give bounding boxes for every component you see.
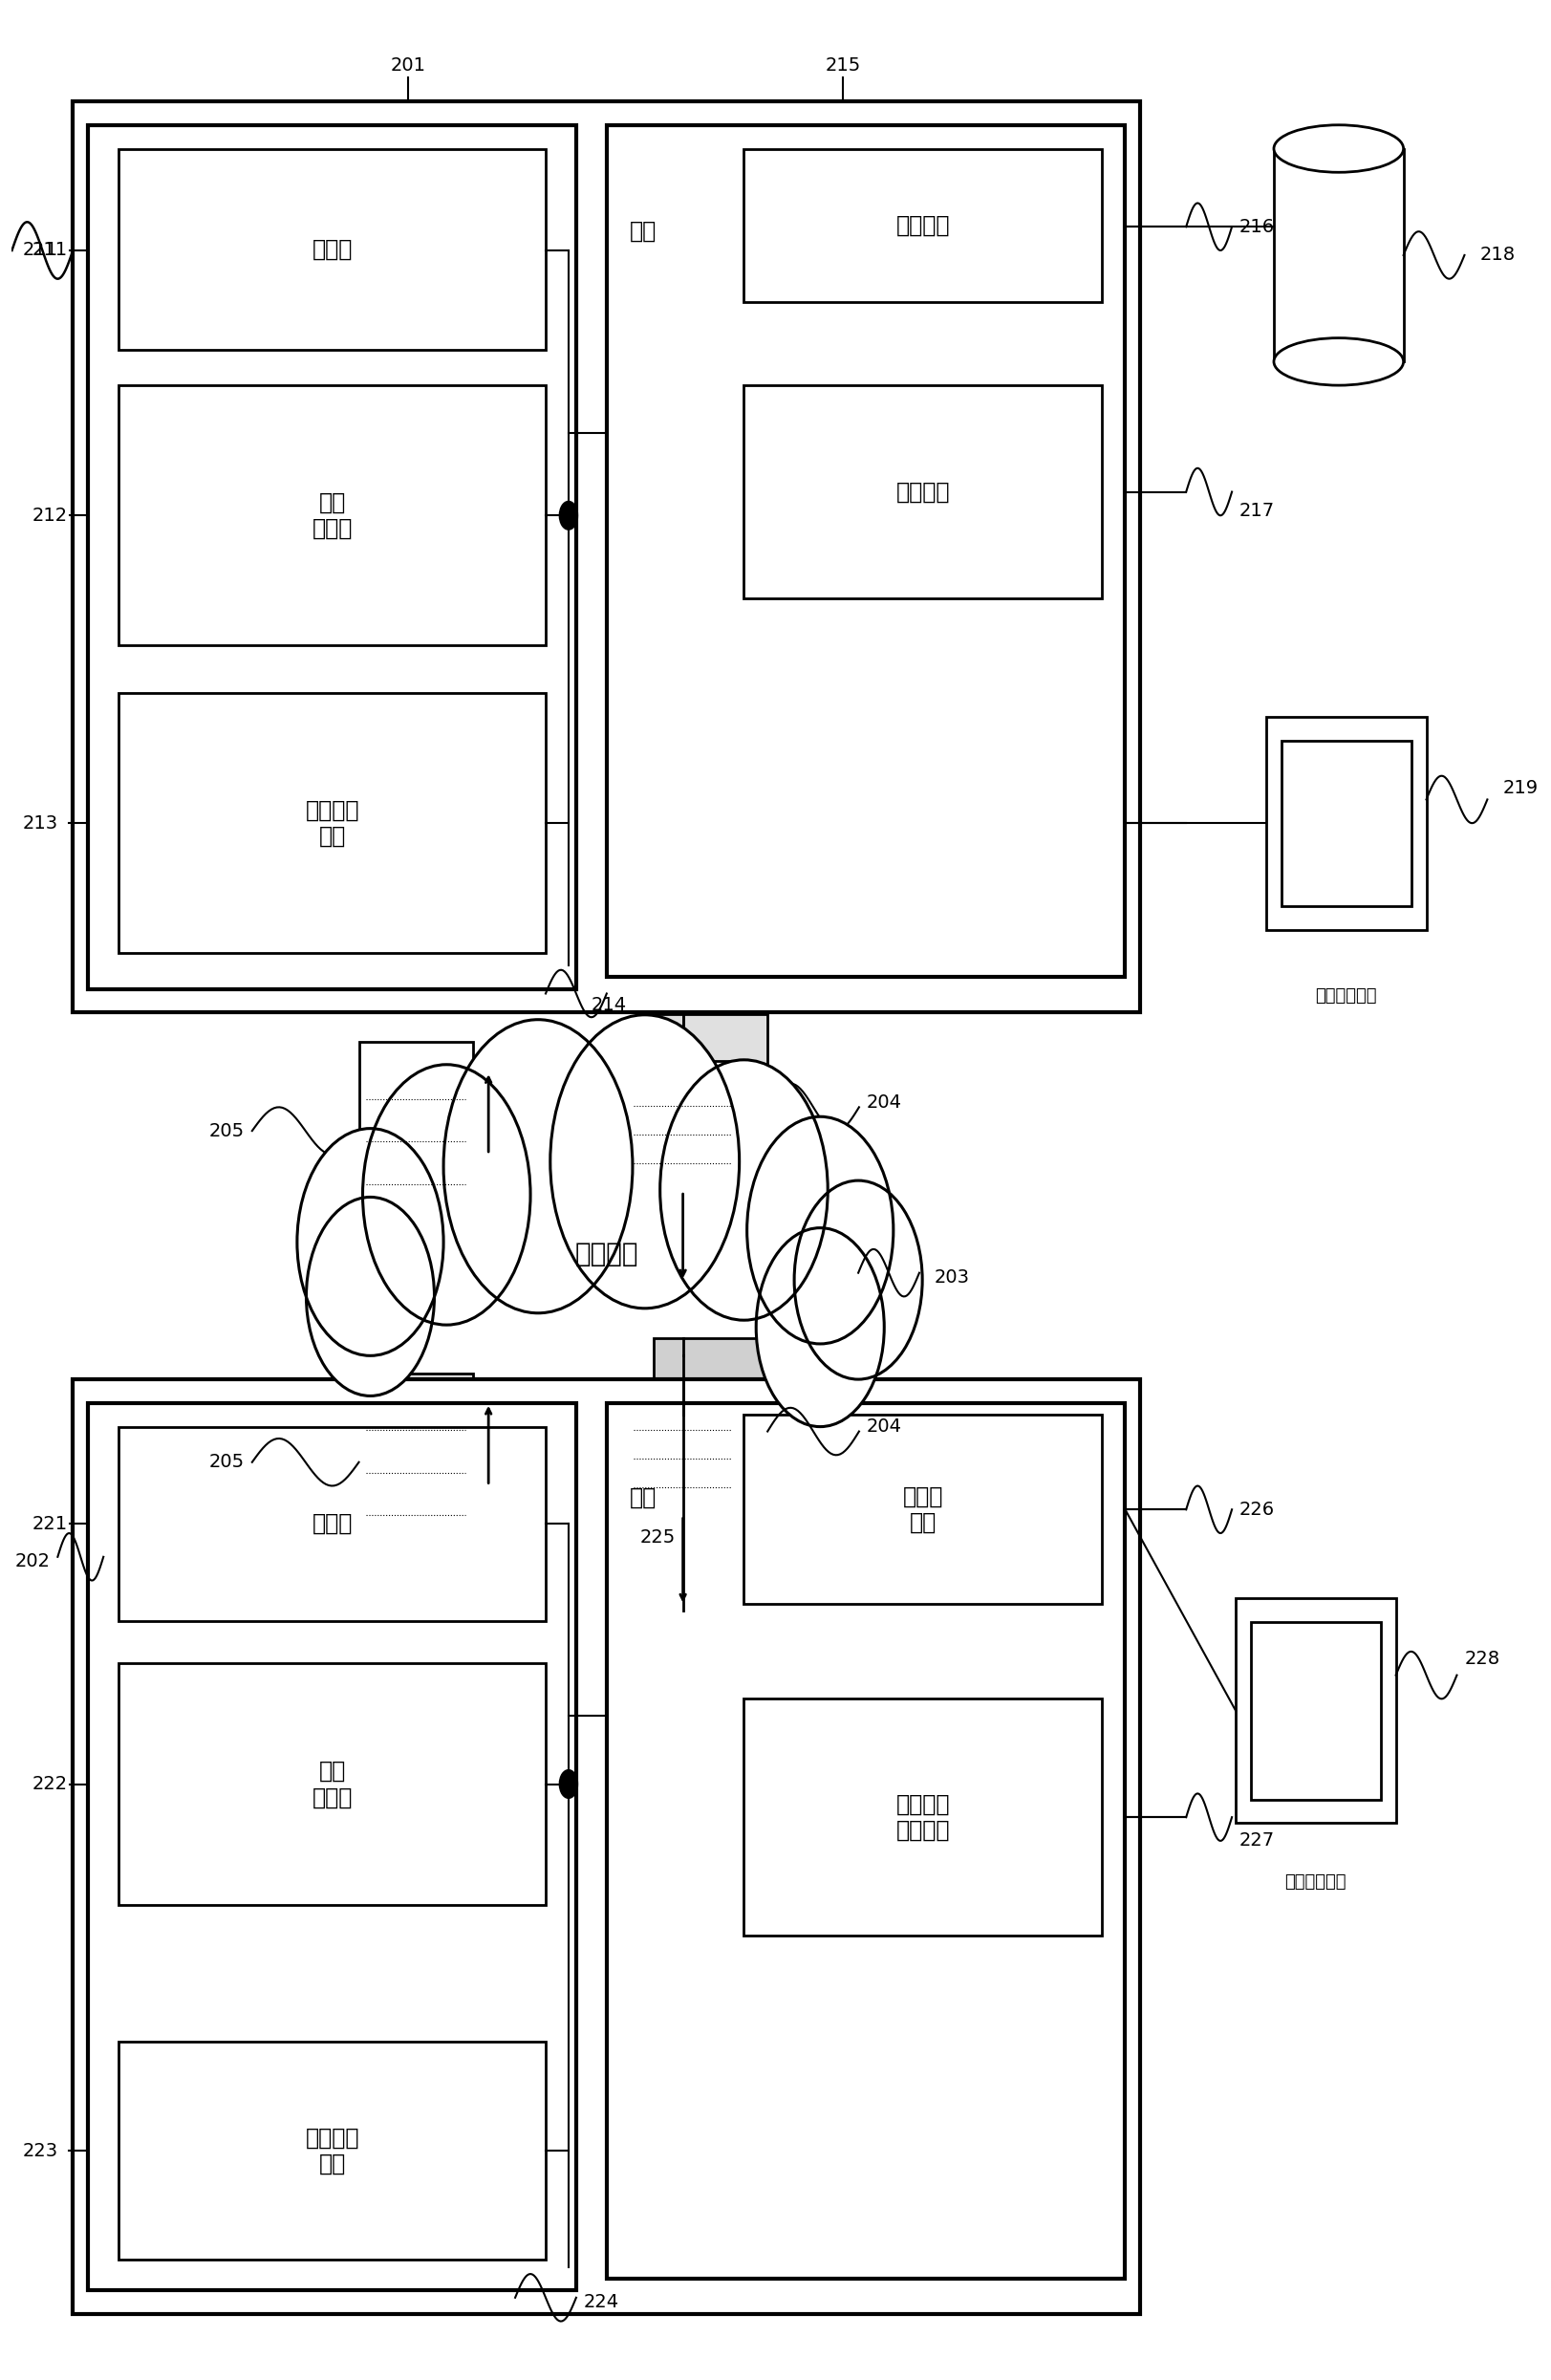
Text: 204: 204	[865, 1418, 901, 1435]
Bar	[358, 1042, 473, 1219]
Text: 203: 203	[934, 1269, 969, 1288]
Bar	[1250, 1621, 1380, 1799]
Text: 硬盘: 硬盘	[630, 1485, 656, 1509]
Circle shape	[444, 1019, 633, 1314]
Ellipse shape	[1273, 126, 1402, 171]
Circle shape	[558, 502, 577, 531]
Bar	[88, 126, 575, 988]
Bar	[88, 1402, 575, 2290]
Text: 输入输出
单元: 输入输出 单元	[306, 797, 358, 847]
Text: 223: 223	[23, 2142, 57, 2161]
Circle shape	[306, 1197, 434, 1397]
Circle shape	[794, 1180, 921, 1380]
Bar	[625, 1061, 740, 1190]
Bar	[625, 1385, 740, 1516]
Text: 222: 222	[31, 1775, 67, 1792]
Bar	[743, 148, 1101, 302]
Bar	[743, 386, 1101, 597]
Text: 控制程序: 控制程序	[895, 214, 949, 238]
Text: 201: 201	[391, 57, 427, 74]
Bar	[118, 2042, 546, 2259]
Text: 217: 217	[1239, 502, 1275, 519]
Text: 219: 219	[1501, 778, 1537, 797]
Bar	[1266, 716, 1425, 931]
Text: 212: 212	[31, 507, 67, 524]
Bar	[606, 1402, 1124, 2278]
Text: 211: 211	[31, 240, 67, 259]
Text: 225: 225	[639, 1528, 675, 1547]
Text: 图形用户界面: 图形用户界面	[1284, 1873, 1346, 1890]
Text: 处理器: 处理器	[312, 1511, 352, 1535]
Text: 228: 228	[1464, 1649, 1498, 1668]
Bar	[118, 386, 546, 645]
Text: 205: 205	[209, 1454, 245, 1471]
Text: 213: 213	[23, 814, 57, 833]
Circle shape	[363, 1064, 530, 1326]
Bar	[606, 126, 1124, 978]
Polygon shape	[366, 1147, 862, 1333]
Text: 204: 204	[865, 1092, 901, 1111]
Bar	[118, 148, 546, 350]
Text: 211: 211	[22, 240, 57, 259]
Text: 226: 226	[1239, 1499, 1275, 1518]
Circle shape	[551, 1014, 738, 1309]
Text: 处理器: 处理器	[312, 238, 352, 262]
Text: 202: 202	[14, 1552, 50, 1571]
Text: 浏览器
程序: 浏览器 程序	[903, 1485, 943, 1535]
Bar	[118, 1664, 546, 1904]
Bar	[743, 1699, 1101, 1935]
Bar	[653, 1014, 768, 1145]
Text: 224: 224	[583, 2294, 619, 2311]
Text: 通信网络: 通信网络	[574, 1240, 637, 1266]
Text: 图形用户界面: 图形用户界面	[1315, 988, 1376, 1004]
Text: 205: 205	[209, 1121, 245, 1140]
Bar	[73, 102, 1140, 1012]
Text: 221: 221	[31, 1514, 67, 1533]
Bar	[743, 1414, 1101, 1604]
Text: 215: 215	[825, 57, 861, 74]
Text: 工作
存储器: 工作 存储器	[312, 1759, 352, 1809]
Ellipse shape	[1273, 338, 1402, 386]
Bar	[358, 1373, 473, 1552]
Text: 214: 214	[591, 997, 627, 1014]
Text: 216: 216	[1239, 217, 1275, 236]
Text: 218: 218	[1478, 245, 1514, 264]
Text: 硬盘: 硬盘	[630, 219, 656, 243]
Circle shape	[746, 1116, 893, 1345]
Circle shape	[296, 1128, 444, 1357]
Bar	[1273, 148, 1402, 362]
Text: 工作
存储器: 工作 存储器	[312, 490, 352, 540]
Bar	[1235, 1599, 1394, 1823]
Bar	[653, 1338, 768, 1468]
Text: 227: 227	[1239, 1833, 1275, 1849]
Bar	[73, 1380, 1140, 2313]
Text: 控制文件: 控制文件	[895, 481, 949, 502]
Bar	[118, 693, 546, 954]
Bar	[118, 1426, 546, 1621]
Circle shape	[755, 1228, 884, 1426]
Text: 输入输出
单元: 输入输出 单元	[306, 2125, 358, 2175]
Circle shape	[659, 1059, 827, 1321]
Text: 用户专用
控制文件: 用户专用 控制文件	[895, 1792, 949, 1842]
Circle shape	[558, 1771, 577, 1799]
Bar	[1281, 740, 1410, 907]
